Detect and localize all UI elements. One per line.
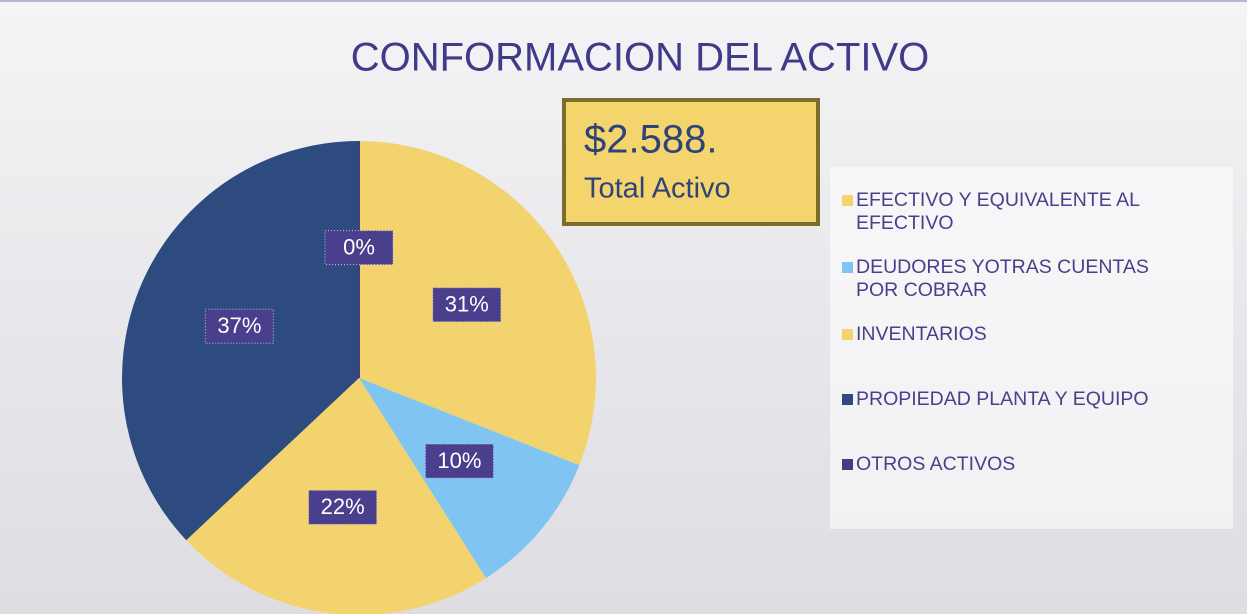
total-label: Total Activo (584, 173, 731, 205)
data-label-text: 0% (343, 234, 375, 259)
data-label-box (432, 287, 502, 323)
data-label-text: 37% (217, 313, 261, 338)
total-box (562, 98, 820, 226)
legend-label: DEUDORES YOTRAS CUENTAS POR COBRAR (856, 256, 1149, 301)
legend-swatch (842, 459, 853, 470)
data-label: 37% (204, 308, 274, 344)
legend-item: DEUDORES YOTRAS CUENTAS POR COBRAR (842, 256, 1227, 302)
legend-swatch (842, 195, 853, 206)
legend-item: EFECTIVO Y EQUIVALENTE AL EFECTIVO (842, 189, 1227, 235)
legend-swatch (842, 329, 853, 340)
legend-label: PROPIEDAD PLANTA Y EQUIPO (856, 388, 1149, 410)
data-label: 10% (424, 443, 494, 479)
data-label: 0% (324, 230, 394, 266)
legend: EFECTIVO Y EQUIVALENTE AL EFECTIVO DEUDOR… (830, 167, 1233, 529)
legend-label: OTROS ACTIVOS (856, 453, 1016, 475)
data-label-box (204, 308, 274, 344)
data-label-text: 31% (445, 292, 489, 317)
legend-swatch (842, 262, 853, 273)
legend-label: INVENTARIOS (856, 323, 987, 345)
chart-title: CONFORMACION DEL ACTIVO (351, 36, 930, 80)
legend-item: PROPIEDAD PLANTA Y EQUIPO (842, 388, 1227, 411)
total-value: $2.588. (584, 118, 717, 162)
legend-label: EFECTIVO Y EQUIVALENTE AL EFECTIVO (856, 189, 1140, 234)
data-label-text: 10% (437, 448, 481, 473)
legend-item: OTROS ACTIVOS (842, 453, 1227, 476)
data-label-text: 22% (321, 494, 365, 519)
legend-swatch (842, 394, 853, 405)
legend-item: INVENTARIOS (842, 323, 1227, 346)
data-label-box (424, 443, 494, 479)
data-label: 22% (308, 489, 378, 525)
data-label-box (308, 489, 378, 525)
data-label: 31% (432, 287, 502, 323)
data-label-box (324, 230, 394, 266)
